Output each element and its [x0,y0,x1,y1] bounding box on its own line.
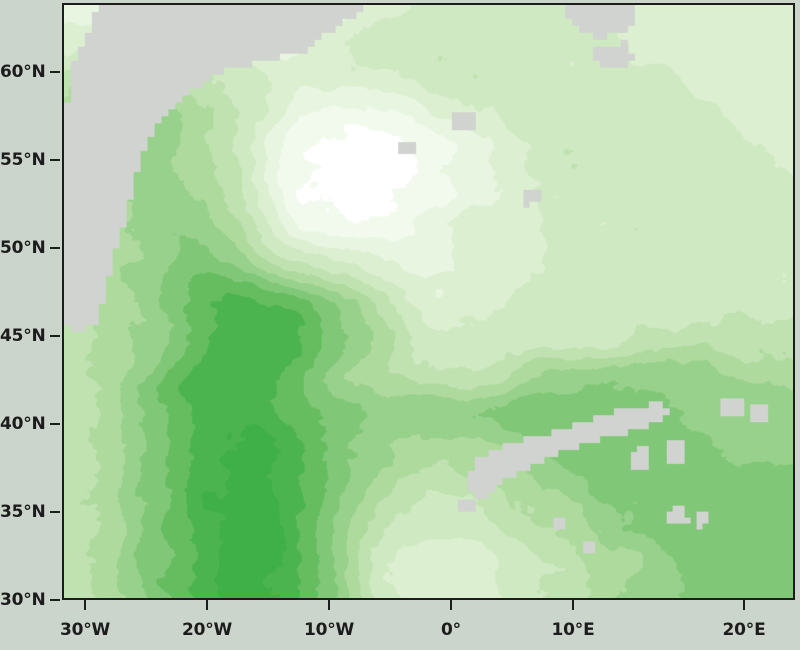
x-tick-label--10: 10°W [303,620,355,640]
x-tick-10 [572,600,574,610]
plot-area [62,3,795,600]
y-tick-label-40: 40°N [0,414,46,434]
y-tick-label-50: 50°N [0,238,46,258]
x-tick-label--30: 30°W [59,620,111,640]
y-tick-60 [50,71,60,73]
x-tick-0 [450,600,452,610]
y-tick-label-30: 30°N [0,590,46,610]
x-tick--10 [328,600,330,610]
y-tick-55 [50,159,60,161]
y-tick-40 [50,423,60,425]
y-tick-label-60: 60°N [0,62,46,82]
y-tick-label-55: 55°N [0,150,46,170]
y-tick-30 [50,599,60,601]
x-tick-label-20: 20°E [722,620,766,640]
y-tick-45 [50,335,60,337]
x-tick--20 [206,600,208,610]
y-tick-label-45: 45°N [0,326,46,346]
y-tick-35 [50,511,60,513]
x-tick--30 [84,600,86,610]
x-tick-label--20: 20°W [181,620,233,640]
x-tick-20 [743,600,745,610]
y-tick-50 [50,247,60,249]
y-tick-label-35: 35°N [0,502,46,522]
x-tick-label-0: 0° [441,620,461,640]
contour-field-canvas [64,5,793,598]
x-tick-label-10: 10°E [551,620,595,640]
